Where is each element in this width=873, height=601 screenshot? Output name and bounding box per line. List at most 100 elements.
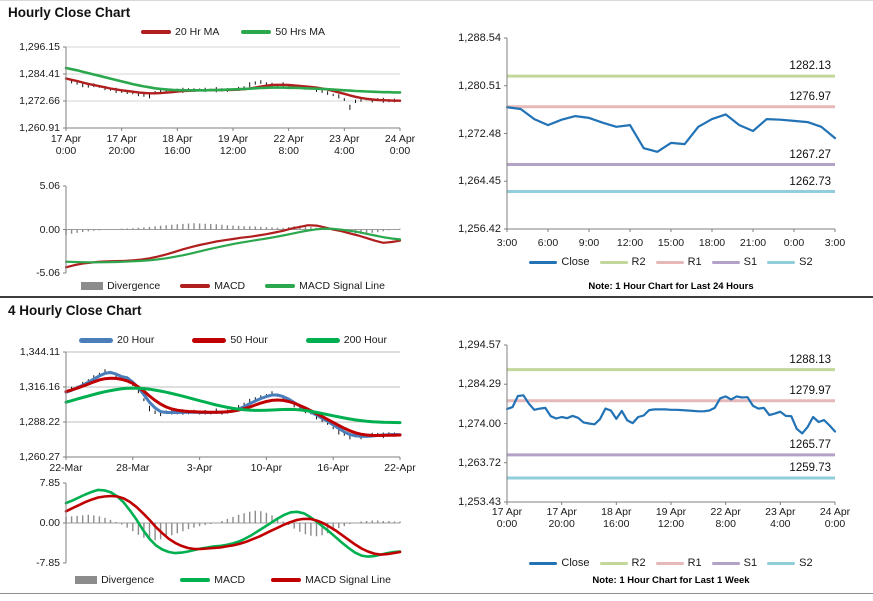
- legend-label: S2: [799, 256, 813, 268]
- legend-swatch-close: [529, 561, 558, 565]
- legend-swatch-s2: [767, 260, 796, 264]
- legend-swatch-macd: [180, 284, 211, 288]
- section-title-4hourly: 4 Hourly Close Chart: [8, 303, 142, 318]
- y-axis-label: 1,280.51: [458, 79, 501, 92]
- legend-label: 50 Hour: [230, 334, 268, 346]
- legend-label: R2: [631, 557, 646, 569]
- legend-swatch-close: [529, 260, 558, 264]
- legend-swatch-divergence: [81, 282, 104, 290]
- x-axis-label: 17 Apr 20:00: [546, 506, 577, 530]
- legend-label: R1: [687, 557, 702, 569]
- hourly-pivot-levels-chart: 1282.13 1276.97 1267.27 1262.73 1,288.54 1,28…: [437, 0, 873, 300]
- x-axis-label: 15:00: [657, 237, 685, 249]
- x-axis-label: 24 Apr 0:00: [819, 506, 851, 530]
- y-axis-label: 1,284.41: [19, 68, 60, 80]
- bottom-border: [0, 593, 873, 594]
- y-axis-label: 1,288.22: [19, 416, 60, 428]
- x-axis-label: 17 Apr 0:00: [50, 133, 82, 157]
- x-axis-label: 17 Apr 0:00: [491, 506, 523, 530]
- level-label-r2: 1288.13: [789, 353, 831, 366]
- y-axis-label: 1,288.54: [458, 32, 501, 44]
- legend-swatch-divergence: [75, 576, 98, 584]
- x-axis-label: 28-Mar: [116, 462, 150, 474]
- top-border: [0, 0, 873, 1]
- legend-swatch-20-hour: [79, 337, 114, 343]
- x-axis-label: 12:00: [616, 237, 644, 249]
- legend-item-close: Close: [529, 256, 590, 268]
- y-axis-label: -7.85: [36, 557, 60, 569]
- bl_price-legend: 20 Hour 50 Hour 200 Hour: [66, 334, 400, 346]
- y-axis-label: 1,284.29: [458, 378, 501, 391]
- legend-item-20-hr-ma: 20 Hr MA: [141, 26, 219, 38]
- hourly-macd-chart: 5.06 0.00 -5.06 Divergence MACD MACD Signal L…: [0, 170, 437, 298]
- x-axis-label: 10-Apr: [250, 462, 283, 474]
- x-axis-label: 21:00: [739, 237, 767, 249]
- x-axis-label: 22-Apr: [384, 462, 416, 474]
- x-axis-label: 18 Apr 16:00: [601, 506, 632, 530]
- chart-note: Note: 1 Hour Chart for Last 24 Hours: [588, 281, 754, 292]
- legend-item-s2: S2: [767, 557, 813, 569]
- legend-swatch-r2: [599, 561, 628, 565]
- four-hourly-macd-chart: 7.85 0.00 -7.85 Divergence MACD MACD Signal L…: [0, 474, 437, 601]
- tl_price-legend: 20 Hr MA 50 Hrs MA: [66, 26, 400, 38]
- legend-item-r1: R1: [655, 557, 702, 569]
- legend-item-divergence: Divergence: [81, 280, 160, 292]
- bl_macd-legend: Divergence MACD MACD Signal Line: [66, 574, 400, 586]
- x-axis-label: 0:00: [783, 237, 805, 249]
- x-axis-label: 3:00: [496, 237, 518, 249]
- y-axis-label: 7.85: [39, 477, 60, 489]
- legend-item-divergence: Divergence: [75, 574, 154, 586]
- section-divider: [0, 296, 873, 298]
- y-axis-label: 1,260.27: [19, 451, 60, 463]
- y-axis-label: 1,260.91: [19, 122, 60, 134]
- legend-swatch-r1: [655, 260, 684, 264]
- x-axis-label: 18 Apr 16:00: [162, 133, 193, 157]
- legend-label: 20 Hour: [117, 334, 155, 346]
- four-hourly-close-price-chart: 1,344.11 1,316.16 1,288.22 1,260.27 22-Mar 28…: [0, 302, 437, 474]
- section-title-hourly: Hourly Close Chart: [8, 5, 131, 20]
- legend-item-r2: R2: [599, 256, 646, 268]
- legend-label: Close: [561, 557, 590, 569]
- legend-swatch-r1: [655, 561, 684, 565]
- legend-label: 200 Hour: [343, 334, 387, 346]
- x-axis-label: 19 Apr 12:00: [217, 133, 249, 157]
- x-axis-label: 19 Apr 12:00: [655, 506, 687, 530]
- legend-swatch-macd: [180, 578, 211, 582]
- y-axis-label: 1,316.16: [19, 381, 60, 393]
- legend-item-close: Close: [529, 557, 590, 569]
- legend-item-200-hour: 200 Hour: [305, 334, 387, 346]
- x-axis-label: 23 Apr 4:00: [329, 133, 360, 157]
- y-axis-label: 1,272.66: [19, 95, 60, 107]
- weekly-pivot-levels-chart: 1288.13 1279.97 1265.77 1259.73 1,294.57 1,28…: [437, 302, 873, 601]
- level-label-s2: 1262.73: [789, 175, 831, 188]
- x-axis-label: 22-Mar: [49, 462, 83, 474]
- legend-label: R2: [631, 256, 646, 268]
- level-label-s2: 1259.73: [789, 462, 831, 474]
- legend-swatch-20-hr-ma: [141, 30, 172, 34]
- legend-swatch-50-hrs-ma: [241, 30, 272, 34]
- y-axis-label: 0.00: [39, 223, 60, 236]
- x-axis-label: 24 Apr 0:00: [384, 133, 416, 157]
- x-axis-label: 3:00: [824, 237, 846, 249]
- legend-swatch-200-hour: [305, 337, 340, 343]
- legend-label: MACD Signal Line: [299, 280, 385, 292]
- legend-item-50-hrs-ma: 50 Hrs MA: [241, 26, 325, 38]
- y-axis-label: 1,253.43: [458, 496, 501, 508]
- x-axis-label: 9:00: [578, 237, 600, 249]
- y-axis-label: 1,344.11: [19, 346, 60, 358]
- legend-item-macd-signal-line: MACD Signal Line: [271, 574, 391, 586]
- legend-item-s2: S2: [767, 256, 813, 268]
- x-axis-label: 17 Apr 20:00: [106, 133, 137, 157]
- legend-swatch-s1: [711, 260, 740, 264]
- legend-label: Divergence: [107, 280, 161, 292]
- x-axis-label: 3-Apr: [186, 462, 213, 474]
- tl_macd-legend: Divergence MACD MACD Signal Line: [66, 280, 400, 292]
- legend-item-macd-signal-line: MACD Signal Line: [265, 280, 385, 292]
- legend-item-macd: MACD: [180, 280, 245, 292]
- y-axis-label: 5.06: [39, 180, 60, 192]
- legend-swatch-macd-signal-line: [265, 284, 296, 288]
- x-axis-label: 22 Apr 8:00: [273, 133, 304, 157]
- legend-label: 50 Hrs MA: [275, 26, 325, 38]
- chart-note: Note: 1 Hour Chart for Last 1 Week: [592, 575, 750, 586]
